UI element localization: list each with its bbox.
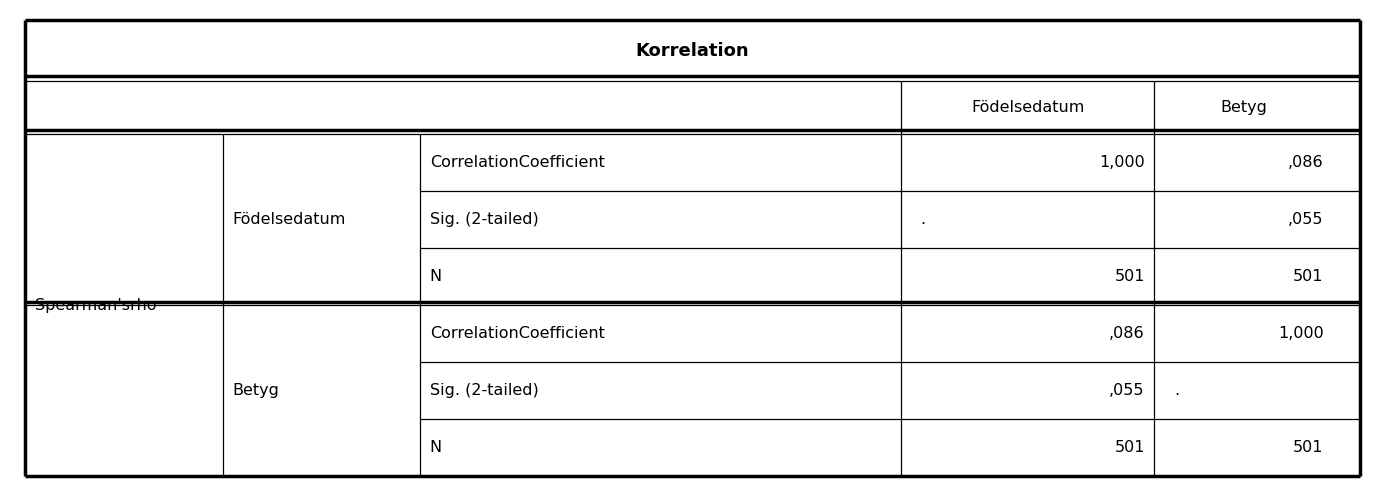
Text: Födelsedatum: Födelsedatum (971, 100, 1084, 115)
Text: 1,000: 1,000 (1100, 155, 1145, 170)
Text: .: . (920, 212, 925, 227)
Text: N: N (429, 269, 442, 284)
Text: Sig. (2-tailed): Sig. (2-tailed) (429, 383, 539, 398)
Text: ,086: ,086 (1288, 155, 1324, 170)
Text: Spearman'srho: Spearman'srho (35, 298, 157, 312)
Text: Betyg: Betyg (233, 383, 280, 398)
Text: 1,000: 1,000 (1278, 326, 1324, 341)
Text: 501: 501 (1294, 440, 1324, 455)
Text: 501: 501 (1115, 269, 1145, 284)
Text: ,055: ,055 (1109, 383, 1145, 398)
Text: Sig. (2-tailed): Sig. (2-tailed) (429, 212, 539, 227)
Text: 501: 501 (1115, 440, 1145, 455)
Text: Födelsedatum: Födelsedatum (233, 212, 346, 227)
Text: CorrelationCoefficient: CorrelationCoefficient (429, 326, 605, 341)
Text: 501: 501 (1294, 269, 1324, 284)
Text: ,055: ,055 (1288, 212, 1324, 227)
Text: Korrelation: Korrelation (636, 42, 749, 60)
Text: N: N (429, 440, 442, 455)
Text: .: . (1174, 383, 1179, 398)
Text: Betyg: Betyg (1220, 100, 1267, 115)
Text: ,086: ,086 (1109, 326, 1145, 341)
Text: CorrelationCoefficient: CorrelationCoefficient (429, 155, 605, 170)
